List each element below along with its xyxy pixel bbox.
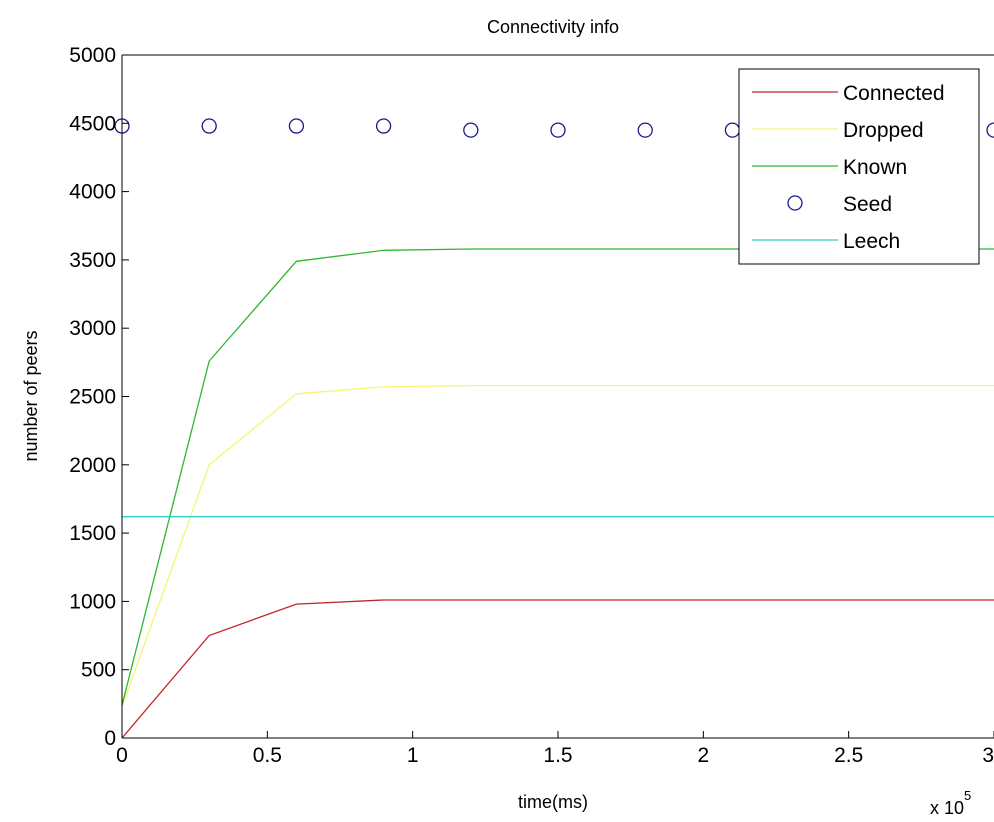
- x-tick-label: 2: [697, 744, 709, 767]
- y-tick-label: 2000: [69, 454, 116, 477]
- x-tick-label: 1.5: [543, 744, 572, 767]
- seed-point: [201, 118, 217, 134]
- legend-label: Seed: [843, 193, 892, 216]
- y-tick-label: 3000: [69, 317, 116, 340]
- seed-point: [375, 118, 392, 134]
- legend-label: Connected: [843, 82, 945, 105]
- seed-point: [986, 122, 994, 138]
- seed-point: [463, 122, 479, 138]
- x-tick-label: 1: [407, 744, 419, 767]
- y-tick-label: 3500: [69, 249, 116, 272]
- ticks-layer: 0 500 1000 1500 2000 2500 3000 3500 4000 4500 5000…: [69, 44, 994, 767]
- legend-label: Dropped: [843, 119, 924, 142]
- legend-marker: [787, 195, 803, 211]
- series-line-connected: [121, 599, 994, 739]
- chart-title: Connectivity info: [487, 17, 619, 37]
- y-tick-label: 4000: [69, 181, 116, 204]
- x-tick-label: 2.5: [834, 744, 863, 767]
- series-line-dropped: [121, 384, 994, 707]
- legend-label: Known: [843, 156, 907, 179]
- y-tick-label: 2500: [69, 386, 116, 409]
- y-tick-label: 5000: [69, 44, 116, 67]
- y-tick-label: 1000: [69, 590, 116, 613]
- x-multiplier-label: x 105: [930, 788, 971, 818]
- x-tick-label: 0.5: [253, 744, 282, 767]
- y-tick-label: 0: [104, 727, 116, 750]
- seed-point: [288, 118, 305, 134]
- seed-point: [637, 122, 653, 138]
- y-tick-label: 500: [81, 659, 116, 682]
- legend: Connected Dropped Known Seed Leech: [738, 68, 980, 265]
- legend-label: Leech: [843, 230, 900, 253]
- y-tick-label: 4500: [69, 112, 116, 135]
- x-multiplier-exponent: 5: [964, 788, 971, 803]
- seed-point: [550, 122, 566, 138]
- x-multiplier-base: x 10: [930, 798, 964, 818]
- x-axis-label: time(ms): [518, 792, 588, 812]
- y-tick-label: 1500: [69, 522, 116, 545]
- x-tick-label: 0: [116, 744, 128, 767]
- x-tick-label: 3: [982, 744, 994, 767]
- y-axis-label: number of peers: [21, 330, 41, 461]
